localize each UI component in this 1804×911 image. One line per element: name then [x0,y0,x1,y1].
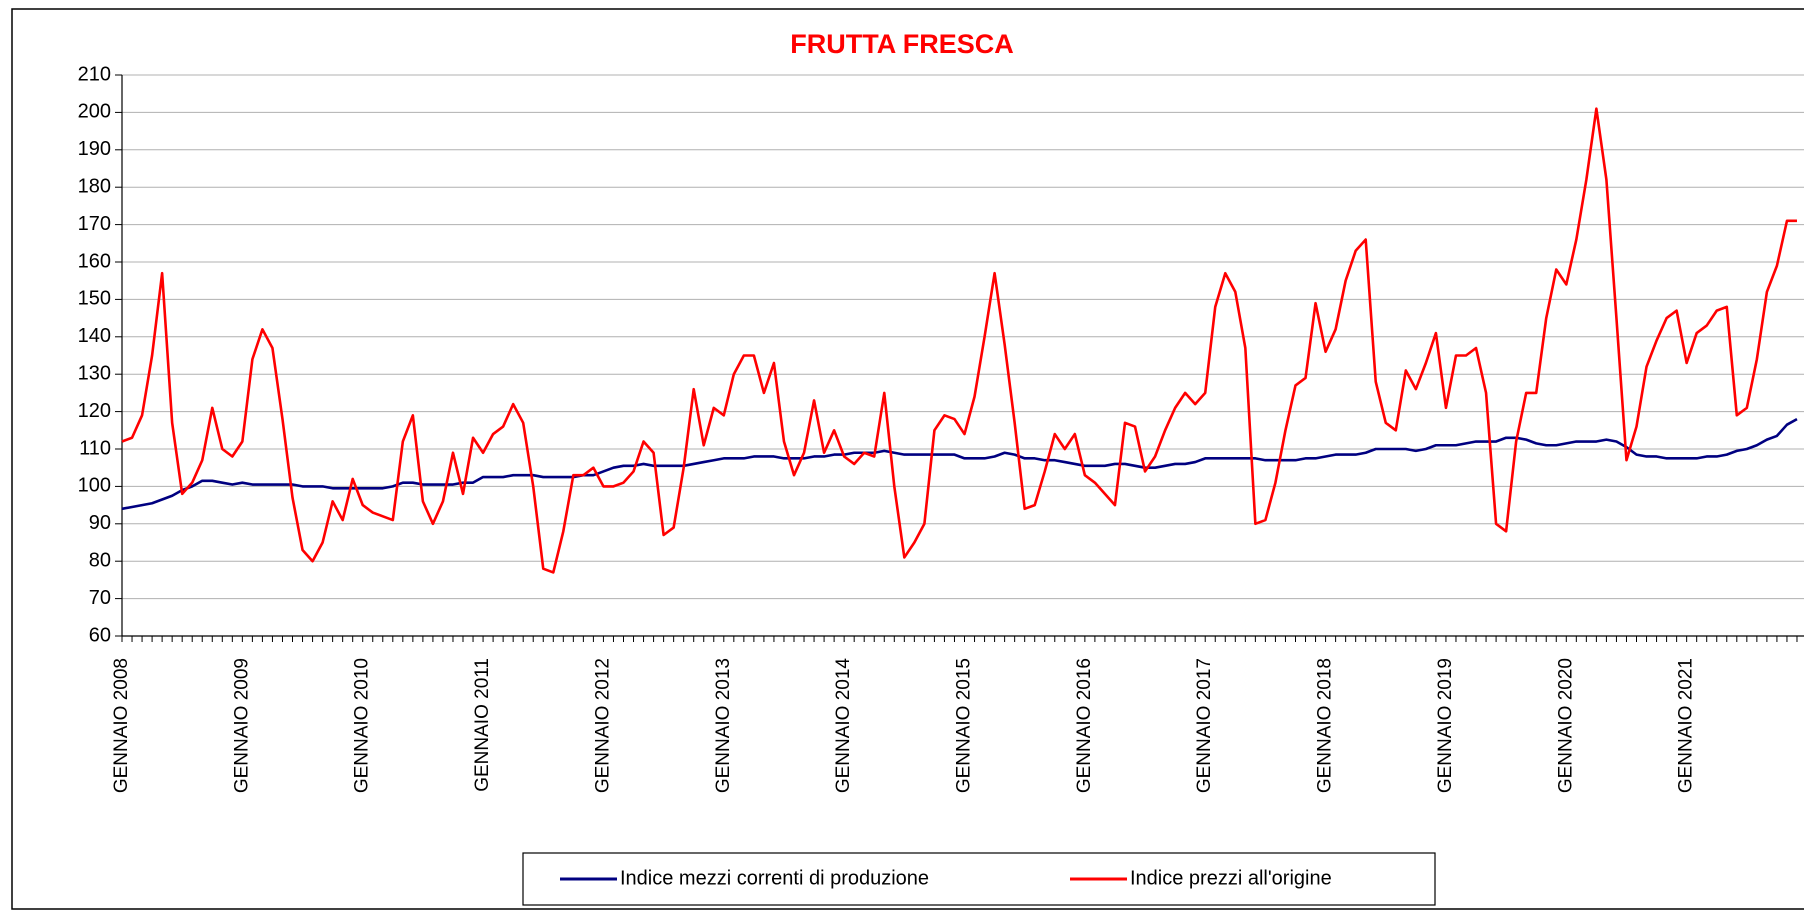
legend-label: Indice mezzi correnti di produzione [620,867,929,889]
y-tick-label: 60 [89,624,111,646]
x-tick-label: GENNAIO 2010 [352,658,373,793]
chart-title: FRUTTA FRESCA [790,29,1013,59]
legend-label: Indice prezzi all'origine [1130,867,1332,889]
y-tick-label: 170 [78,213,111,235]
y-tick-label: 120 [78,400,111,422]
y-tick-label: 150 [78,288,111,310]
y-tick-label: 210 [78,63,111,85]
x-tick-label: GENNAIO 2021 [1676,658,1697,793]
y-tick-label: 190 [78,138,111,160]
y-tick-label: 100 [78,475,111,497]
x-tick-label: GENNAIO 2009 [231,658,252,793]
x-tick-label: GENNAIO 2020 [1555,658,1576,793]
y-tick-label: 140 [78,325,111,347]
x-tick-label: GENNAIO 2012 [592,658,613,793]
x-tick-label: GENNAIO 2015 [954,658,975,793]
legend-box [522,852,1436,906]
x-tick-label: GENNAIO 2019 [1435,658,1456,793]
y-tick-label: 90 [89,512,111,534]
x-tick-label: GENNAIO 2011 [472,658,493,792]
x-tick-label: GENNAIO 2018 [1315,658,1336,793]
legend: Indice mezzi correnti di produzione Indic… [522,852,1436,906]
series-line [121,107,1797,574]
y-tick-label: 180 [78,175,111,197]
x-tick-label: GENNAIO 2014 [833,658,854,794]
y-tick-label: 110 [79,437,111,459]
x-tick-label: GENNAIO 2017 [1194,658,1215,793]
x-tick-label: GENNAIO 2013 [713,658,734,793]
x-tick-label: GENNAIO 2016 [1074,658,1095,793]
y-tick-label: 200 [78,101,111,123]
y-tick-label: 80 [89,549,111,571]
y-tick-label: 70 [89,587,111,609]
chart-border [11,8,1804,910]
x-tick-label: GENNAIO 2008 [111,658,132,793]
y-tick-label: 130 [78,362,111,384]
y-tick-label: 160 [78,250,111,272]
